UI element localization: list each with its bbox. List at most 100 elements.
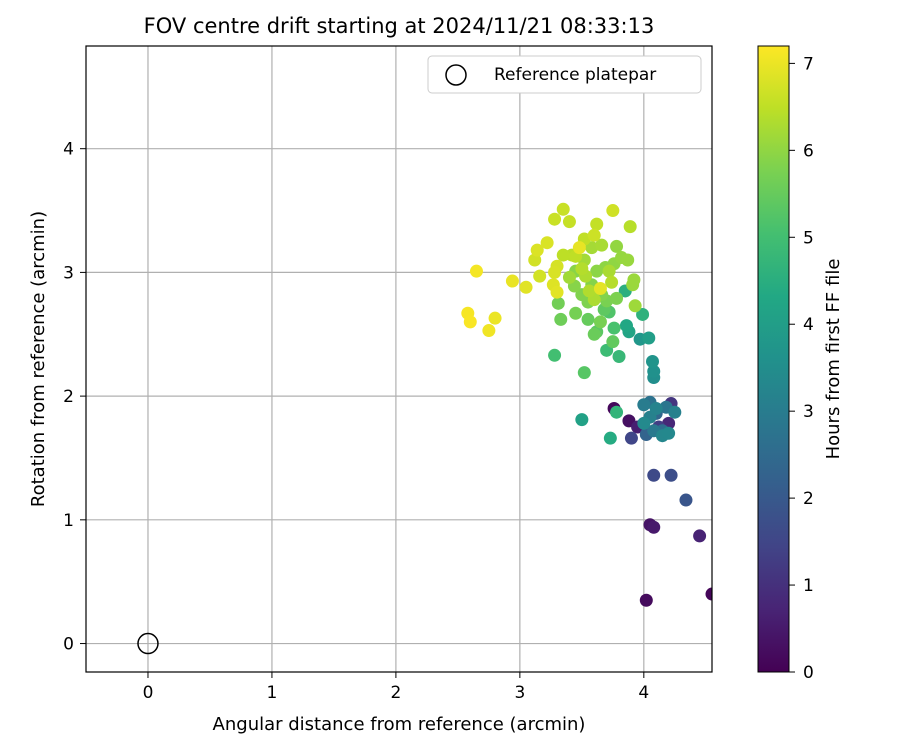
data-point — [602, 264, 616, 278]
colorbar-ticks: 0 1 2 3 4 5 6 7 — [789, 54, 814, 683]
data-point — [637, 398, 651, 412]
data-point — [606, 335, 620, 349]
data-point — [649, 401, 663, 415]
colorbar-tick-label: 0 — [803, 663, 814, 683]
colorbar-tick-label: 3 — [803, 402, 814, 422]
colorbar — [757, 45, 790, 673]
data-point — [505, 274, 519, 288]
data-point — [533, 269, 547, 283]
y-tick-label: 4 — [63, 140, 74, 160]
x-axis-label: Angular distance from reference (arcmin) — [213, 714, 586, 735]
data-point — [556, 202, 570, 216]
y-tick-label: 0 — [63, 635, 74, 655]
reference-platepar-marker — [137, 632, 159, 655]
data-point — [636, 307, 650, 321]
x-tick-label: 0 — [143, 683, 154, 703]
colorbar-tick-label: 4 — [803, 315, 814, 335]
data-point — [664, 468, 678, 482]
colorbar-tick-label: 7 — [803, 54, 814, 74]
data-point — [647, 364, 661, 378]
x-tick-label: 2 — [390, 683, 401, 703]
data-point — [569, 306, 583, 320]
data-point — [562, 215, 576, 229]
x-tick-label: 4 — [638, 683, 649, 703]
data-point — [610, 239, 624, 253]
data-point — [693, 529, 707, 543]
data-point — [572, 241, 586, 255]
data-point — [628, 299, 642, 313]
data-point — [619, 319, 633, 333]
data-point — [469, 264, 483, 278]
data-point — [482, 324, 496, 338]
data-point — [590, 217, 604, 231]
scatter-series — [137, 202, 712, 655]
data-point — [463, 315, 477, 329]
data-point — [647, 468, 661, 482]
data-point — [587, 327, 601, 341]
data-point — [593, 315, 607, 329]
y-tick-label: 3 — [63, 263, 74, 283]
data-point — [582, 284, 596, 298]
data-point — [679, 493, 693, 507]
data-point — [627, 273, 641, 287]
data-point — [548, 212, 562, 226]
data-point — [554, 312, 568, 326]
data-point — [528, 253, 542, 267]
data-point — [577, 366, 591, 380]
colorbar-tick-label: 5 — [803, 228, 814, 248]
legend: Reference platepar — [427, 55, 702, 94]
data-point — [488, 311, 502, 325]
data-point — [621, 253, 635, 267]
data-point — [612, 350, 626, 364]
data-point — [605, 275, 619, 289]
x-tick-label: 3 — [514, 683, 525, 703]
data-point — [647, 520, 661, 534]
data-point — [642, 331, 656, 345]
plot-area-frame — [85, 45, 713, 673]
data-point — [639, 593, 653, 607]
colorbar-label: Hours from first FF file — [823, 259, 844, 460]
data-point — [575, 413, 589, 427]
data-point — [540, 236, 554, 250]
legend-box — [427, 55, 702, 94]
data-point — [637, 416, 651, 430]
axis-ticks: 0 1 2 3 4 0 1 2 3 4 — [63, 140, 649, 703]
data-point — [551, 296, 565, 310]
data-point — [585, 241, 599, 255]
data-point — [581, 312, 595, 326]
y-axis-label: Rotation from reference (arcmin) — [28, 211, 49, 507]
data-point — [607, 321, 621, 335]
data-point — [530, 243, 544, 257]
data-point — [556, 248, 570, 262]
chart-title: FOV centre drift starting at 2024/11/21 … — [144, 14, 655, 38]
data-point — [668, 405, 682, 419]
data-point — [610, 405, 624, 419]
data-point — [519, 280, 533, 294]
data-point — [705, 587, 712, 601]
data-point — [595, 238, 609, 252]
data-point — [550, 285, 564, 299]
legend-entry-reference: Reference platepar — [494, 65, 656, 85]
data-point — [606, 204, 620, 218]
colorbar-tick-label: 1 — [803, 576, 814, 596]
x-tick-label: 1 — [267, 683, 278, 703]
data-point — [587, 228, 601, 242]
data-points — [137, 202, 712, 655]
data-point — [610, 291, 624, 305]
colorbar-tick-label: 2 — [803, 489, 814, 509]
data-point — [562, 270, 576, 284]
data-point — [623, 220, 637, 234]
data-point — [603, 431, 617, 445]
y-tick-label: 1 — [63, 511, 74, 531]
colorbar-tick-label: 6 — [803, 141, 814, 161]
data-point — [548, 265, 562, 279]
data-point — [593, 281, 607, 295]
y-tick-label: 2 — [63, 387, 74, 407]
data-point — [575, 262, 589, 276]
data-point — [624, 431, 638, 445]
legend-marker-reference — [445, 64, 467, 86]
data-point — [645, 354, 659, 368]
data-point — [548, 348, 562, 362]
grid — [86, 46, 712, 672]
